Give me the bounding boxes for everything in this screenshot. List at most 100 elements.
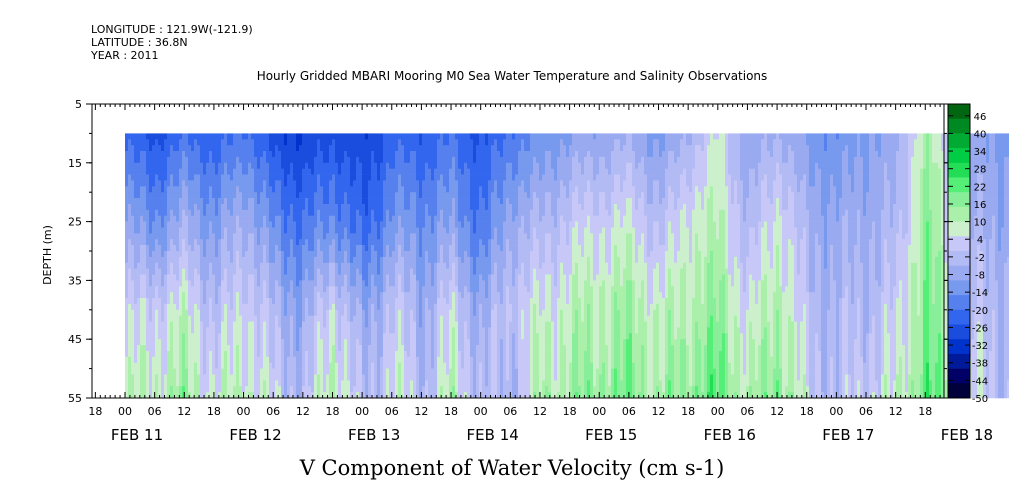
heatmap-cell — [242, 351, 246, 358]
heatmap-cell — [173, 162, 177, 169]
heatmap-cell — [152, 174, 156, 181]
heatmap-cell — [293, 274, 297, 281]
heatmap-cell — [155, 209, 159, 216]
heatmap-cell — [125, 180, 129, 187]
heatmap-cell — [164, 339, 168, 346]
heatmap-cell — [308, 362, 312, 369]
heatmap-cell — [377, 139, 381, 146]
heatmap-cell — [314, 327, 318, 334]
heatmap-cell — [266, 221, 270, 228]
heatmap-cell — [224, 274, 228, 281]
heatmap-cell — [332, 303, 336, 311]
heatmap-cell — [416, 245, 420, 252]
heatmap-cell — [200, 133, 204, 140]
heatmap-cell — [230, 245, 234, 252]
heatmap-cell — [251, 268, 255, 275]
heatmap-cell — [419, 274, 423, 281]
heatmap-cell — [428, 133, 432, 140]
heatmap-cell — [374, 156, 378, 164]
heatmap-cell — [272, 221, 276, 228]
heatmap-cell — [452, 362, 456, 369]
heatmap-cell — [317, 198, 321, 205]
heatmap-cell — [185, 351, 189, 358]
heatmap-cell — [443, 333, 447, 340]
heatmap-cell — [317, 333, 321, 340]
heatmap-cell — [203, 156, 207, 164]
heatmap-cell — [431, 392, 435, 399]
heatmap-cell — [293, 327, 297, 334]
heatmap-cell — [443, 180, 447, 187]
heatmap-cell — [125, 198, 129, 205]
heatmap-cell — [254, 274, 258, 281]
heatmap-cell — [449, 186, 453, 193]
heatmap-cell — [362, 392, 366, 399]
heatmap-cell — [239, 274, 243, 281]
heatmap-cell — [344, 368, 348, 375]
heatmap-cell — [236, 274, 240, 281]
heatmap-cell — [131, 351, 135, 358]
heatmap-cell — [371, 339, 375, 346]
heatmap-cell — [269, 345, 273, 352]
heatmap-cell — [266, 292, 270, 299]
heatmap-cell — [437, 133, 441, 140]
heatmap-cell — [404, 192, 408, 199]
heatmap-cell — [254, 168, 258, 175]
heatmap-cell — [335, 233, 339, 240]
heatmap-cell — [152, 180, 156, 187]
heatmap-cell — [254, 245, 258, 252]
heatmap-cell — [134, 274, 138, 281]
heatmap-cell — [392, 380, 396, 387]
heatmap-cell — [317, 227, 321, 234]
heatmap-cell — [233, 215, 237, 222]
heatmap-cell — [365, 215, 369, 222]
heatmap-cell — [422, 192, 426, 199]
heatmap-cell — [218, 280, 222, 287]
heatmap-cell — [425, 192, 429, 199]
heatmap-cell — [269, 239, 273, 246]
heatmap-cell — [161, 368, 165, 375]
heatmap-cell — [329, 162, 333, 169]
heatmap-cell — [422, 321, 426, 328]
heatmap-cell — [440, 368, 444, 375]
heatmap-cell — [143, 274, 147, 281]
heatmap-cell — [416, 221, 420, 228]
heatmap-cell — [362, 345, 366, 352]
heatmap-cell — [242, 268, 246, 275]
heatmap-cell — [356, 215, 360, 222]
heatmap-cell — [203, 168, 207, 175]
heatmap-cell — [311, 215, 315, 222]
heatmap-cell — [407, 356, 411, 363]
heatmap-cell — [218, 133, 222, 140]
heatmap-cell — [185, 368, 189, 375]
heatmap-cell — [440, 345, 444, 352]
heatmap-cell — [308, 174, 312, 181]
heatmap-cell — [164, 351, 168, 358]
heatmap-cell — [302, 204, 306, 211]
heatmap-cell — [350, 321, 354, 328]
heatmap-cell — [185, 215, 189, 222]
chart-title: Hourly Gridded MBARI Mooring M0 Sea Wate… — [257, 69, 768, 83]
heatmap-cell — [350, 309, 354, 316]
heatmap-cell — [410, 227, 414, 234]
heatmap-cell — [275, 351, 279, 358]
heatmap-cell — [257, 303, 261, 311]
heatmap-cell — [215, 339, 219, 346]
heatmap-cell — [251, 339, 255, 346]
heatmap-cell — [434, 204, 438, 211]
heatmap-cell — [386, 198, 390, 205]
heatmap-cell — [284, 386, 288, 393]
heatmap-cell — [314, 239, 318, 246]
heatmap-cell — [311, 339, 315, 346]
heatmap-cell — [224, 333, 228, 340]
heatmap-cell — [353, 303, 357, 311]
heatmap-cell — [248, 221, 252, 228]
heatmap-cell — [443, 239, 447, 246]
heatmap-cell — [356, 245, 360, 252]
heatmap-cell — [266, 345, 270, 352]
heatmap-cell — [320, 251, 324, 258]
heatmap-cell — [260, 274, 264, 281]
heatmap-cell — [146, 215, 150, 222]
heatmap-cell — [377, 233, 381, 240]
heatmap-cell — [392, 256, 396, 264]
heatmap-cell — [299, 204, 303, 211]
